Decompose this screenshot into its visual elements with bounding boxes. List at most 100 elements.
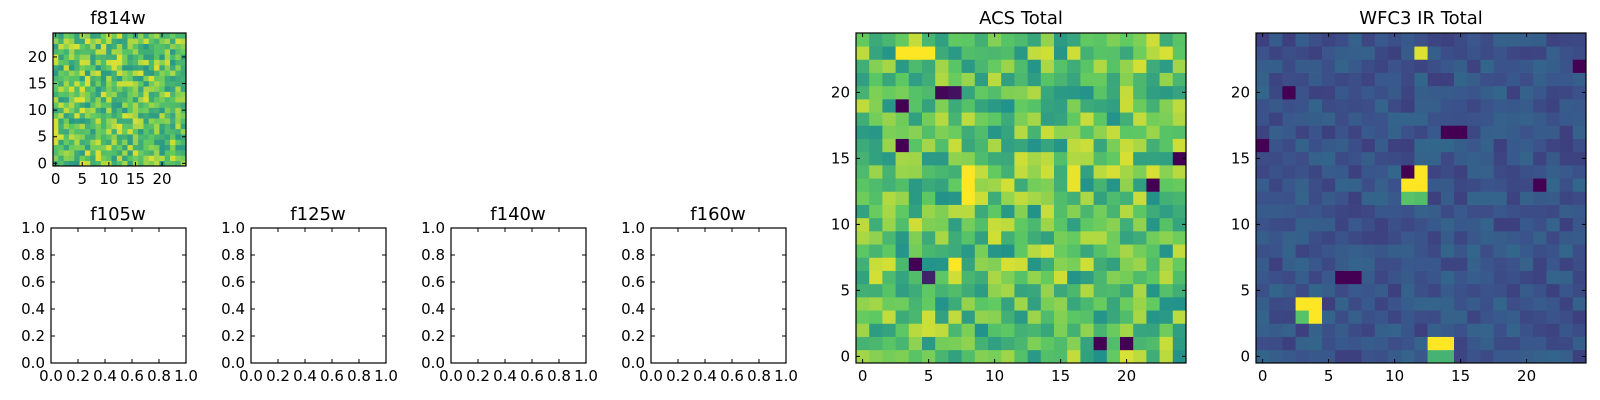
heatmap-cell	[1054, 270, 1068, 285]
heatmap-cell	[869, 165, 883, 179]
heatmap-cell	[1388, 178, 1402, 192]
heatmap-cell	[1374, 349, 1389, 364]
heatmap-cell	[1027, 191, 1042, 205]
heatmap-cell	[1493, 85, 1508, 100]
heatmap-cell	[988, 125, 1002, 139]
heatmap-cell	[180, 86, 187, 92]
heatmap-cell	[180, 128, 187, 135]
heatmap-cell	[1027, 112, 1042, 126]
heatmap-cell	[1001, 59, 1015, 73]
heatmap-cell	[1054, 217, 1068, 232]
heatmap-cell	[90, 155, 96, 162]
heatmap-cell	[127, 86, 134, 92]
heatmap-cell	[79, 75, 86, 82]
heatmap-cell	[1001, 33, 1015, 47]
heatmap-cell	[1427, 323, 1442, 337]
heatmap-cell	[1454, 165, 1468, 179]
heatmap-cell	[148, 107, 155, 114]
heatmap-cell	[1133, 349, 1147, 364]
heatmap-cell	[1067, 85, 1081, 100]
heatmap-cell	[1106, 204, 1121, 219]
heatmap-cell	[1172, 165, 1187, 179]
heatmap-cell	[1559, 59, 1574, 73]
heatmap-cell	[1520, 204, 1534, 219]
heatmap-cell	[1559, 336, 1574, 351]
heatmap-cell	[1001, 151, 1015, 166]
heatmap-cell	[122, 43, 128, 50]
heatmap-cell	[1520, 283, 1534, 298]
heatmap-cell	[122, 38, 128, 44]
heatmap-cell	[116, 96, 123, 103]
heatmap-cell	[1027, 349, 1042, 364]
plot-frame-acs-total	[855, 32, 1187, 364]
heatmap-cell	[1106, 231, 1121, 245]
heatmap-cell	[1388, 125, 1402, 139]
heatmap-cell	[1361, 46, 1376, 60]
heatmap-cell	[1388, 151, 1402, 166]
heatmap-cell	[1001, 257, 1015, 271]
heatmap-cell	[922, 46, 936, 60]
heatmap-cell	[1133, 323, 1147, 337]
heatmap-cell	[143, 54, 150, 60]
x-tick-label: 0.4	[493, 367, 517, 385]
plot-frame-wfc3-ir-total	[1255, 32, 1587, 364]
heatmap-cell	[948, 191, 962, 205]
heatmap-cell	[164, 48, 171, 55]
x-tick-label: 10	[985, 367, 1004, 385]
heatmap-cell	[132, 75, 139, 82]
heatmap-cell	[1256, 191, 1270, 205]
heatmap-cell	[1559, 125, 1574, 139]
heatmap-cell	[138, 54, 144, 60]
heatmap-cell	[79, 59, 86, 66]
heatmap-cell	[895, 191, 910, 205]
heatmap-cell	[180, 102, 187, 108]
heatmap-cell	[148, 128, 155, 135]
heatmap-cell	[935, 336, 949, 351]
heatmap-cell	[1080, 257, 1094, 271]
heatmap-cell	[1388, 191, 1402, 205]
heatmap-cell	[79, 48, 86, 55]
heatmap-cell	[111, 118, 118, 124]
heatmap-cell	[974, 323, 989, 337]
heatmap-cell	[1401, 283, 1415, 298]
heatmap-cell	[1120, 231, 1134, 245]
heatmap-cell	[1027, 59, 1042, 73]
heatmap-cell	[935, 217, 949, 232]
heatmap-cell	[1295, 336, 1310, 351]
heatmap-cell	[988, 297, 1002, 311]
heatmap-cell	[1572, 270, 1587, 285]
heatmap-cell	[1172, 191, 1187, 205]
heatmap-cell	[1054, 244, 1068, 258]
heatmap-cell	[154, 59, 160, 66]
heatmap-cell	[1335, 33, 1349, 47]
heatmap-cell	[170, 150, 176, 156]
heatmap-cell	[164, 54, 171, 60]
heatmap-cell	[127, 59, 134, 66]
heatmap-cell	[106, 48, 112, 55]
heatmap-cell	[1282, 231, 1296, 245]
heatmap-cell	[1282, 257, 1296, 271]
heatmap-cell	[100, 64, 107, 71]
heatmap-cell	[1282, 178, 1296, 192]
heatmap-cell	[1159, 323, 1174, 337]
heatmap-cell	[1335, 178, 1349, 192]
heatmap-cell	[111, 123, 118, 130]
heatmap-cell	[1335, 99, 1349, 113]
heatmap-cell	[1572, 323, 1587, 337]
heatmap-cell	[1348, 178, 1362, 192]
heatmap-cell	[1480, 138, 1494, 153]
heatmap-cell	[116, 64, 123, 71]
heatmap-cell	[1146, 151, 1160, 166]
heatmap-cell	[175, 86, 182, 92]
y-tick-label: 10	[28, 101, 47, 119]
heatmap-cell	[908, 112, 923, 126]
heatmap-cell	[1401, 72, 1415, 87]
heatmap-cell	[1493, 244, 1508, 258]
heatmap-cell	[100, 144, 107, 151]
heatmap-cell	[1572, 46, 1587, 60]
heatmap-cell	[1480, 191, 1494, 205]
heatmap-cell	[988, 323, 1002, 337]
heatmap-cell	[154, 80, 160, 87]
heatmap-cell	[1467, 297, 1481, 311]
heatmap-cell	[1361, 310, 1376, 324]
